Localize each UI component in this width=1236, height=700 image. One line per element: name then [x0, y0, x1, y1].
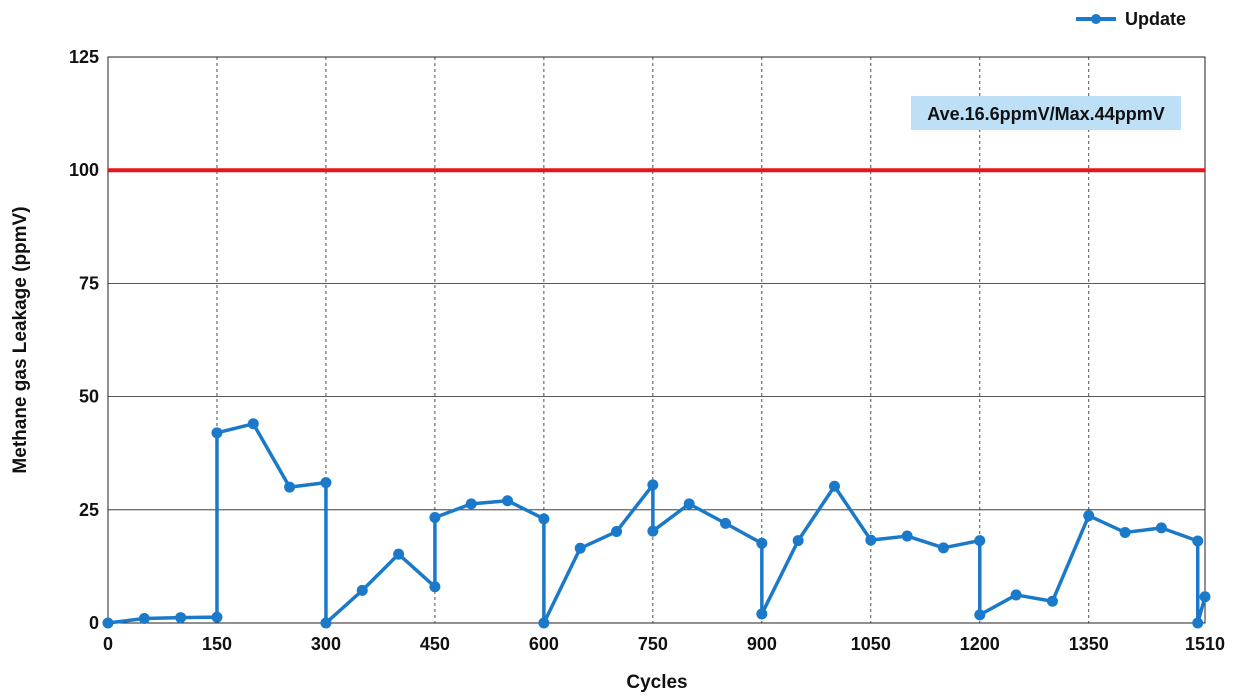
- data-point: [1155, 522, 1167, 534]
- y-tick-label: 50: [79, 387, 99, 407]
- data-point: [647, 479, 659, 491]
- data-point: [284, 481, 296, 493]
- data-point: [1119, 526, 1131, 538]
- series-line: [107, 422, 1207, 625]
- data-point: [502, 495, 514, 507]
- data-point: [320, 617, 332, 629]
- x-tick-label: 150: [202, 634, 232, 654]
- y-tick-label: 100: [69, 160, 99, 180]
- data-point: [1192, 617, 1204, 629]
- data-point: [1010, 589, 1022, 601]
- stats-annotation: Ave.16.6ppmV/Max.44ppmV: [911, 96, 1181, 130]
- grid: [108, 57, 1205, 623]
- x-tick-label: 600: [529, 634, 559, 654]
- y-tick-label: 25: [79, 500, 99, 520]
- y-axis-title: Methane gas Leakage (ppmV): [10, 206, 31, 473]
- data-point: [974, 535, 986, 547]
- data-point: [865, 534, 877, 546]
- data-point: [175, 612, 187, 624]
- data-point: [792, 535, 804, 547]
- data-point: [1046, 595, 1058, 607]
- y-tick-label: 125: [69, 47, 99, 67]
- data-point: [937, 542, 949, 554]
- data-point: [756, 608, 768, 620]
- data-point: [901, 530, 913, 542]
- x-axis-title: Cycles: [626, 672, 687, 693]
- x-tick-label: 750: [638, 634, 668, 654]
- data-point: [538, 617, 550, 629]
- data-point: [756, 537, 768, 549]
- x-tick-label: 300: [311, 634, 341, 654]
- annotation-box: [911, 96, 1181, 130]
- data-point: [247, 418, 259, 430]
- data-point: [356, 584, 368, 596]
- legend: Update: [1076, 9, 1186, 29]
- data-point: [828, 480, 840, 492]
- series-group: [102, 418, 1211, 629]
- data-point: [538, 513, 550, 525]
- data-point: [211, 427, 223, 439]
- x-tick-label: 1350: [1069, 634, 1109, 654]
- data-point: [429, 511, 441, 523]
- x-tick-labels: 0 150 300 450 600 750 900 1050 1200 1350 1510: [103, 634, 1225, 654]
- data-point: [611, 526, 623, 538]
- y-tick-labels: 0 25 50 75 100 125: [69, 47, 99, 633]
- data-point: [429, 581, 441, 593]
- x-tick-label: 450: [420, 634, 450, 654]
- data-point: [393, 548, 405, 560]
- legend-marker-swatch: [1091, 14, 1101, 24]
- data-point: [974, 609, 986, 621]
- data-point: [1199, 591, 1211, 603]
- x-tick-label: 900: [747, 634, 777, 654]
- legend-label: Update: [1125, 9, 1186, 29]
- data-point: [320, 477, 332, 489]
- data-point: [574, 542, 586, 554]
- y-tick-label: 0: [89, 613, 99, 633]
- data-point: [211, 611, 223, 623]
- annotation-text: Ave.16.6ppmV/Max.44ppmV: [927, 104, 1164, 124]
- data-point: [720, 517, 732, 529]
- data-point: [1083, 510, 1095, 522]
- x-tick-label: 0: [103, 634, 113, 654]
- data-point: [138, 612, 150, 624]
- x-tick-label: 1200: [960, 634, 1000, 654]
- x-tick-label: 1050: [851, 634, 891, 654]
- data-point: [683, 498, 695, 510]
- plot-area-frame: [107, 56, 1206, 624]
- x-tick-label: 1510: [1185, 634, 1225, 654]
- data-point: [647, 525, 659, 537]
- y-tick-label: 75: [79, 273, 99, 293]
- data-point: [465, 498, 477, 510]
- data-point: [102, 617, 114, 629]
- data-point: [1192, 535, 1204, 547]
